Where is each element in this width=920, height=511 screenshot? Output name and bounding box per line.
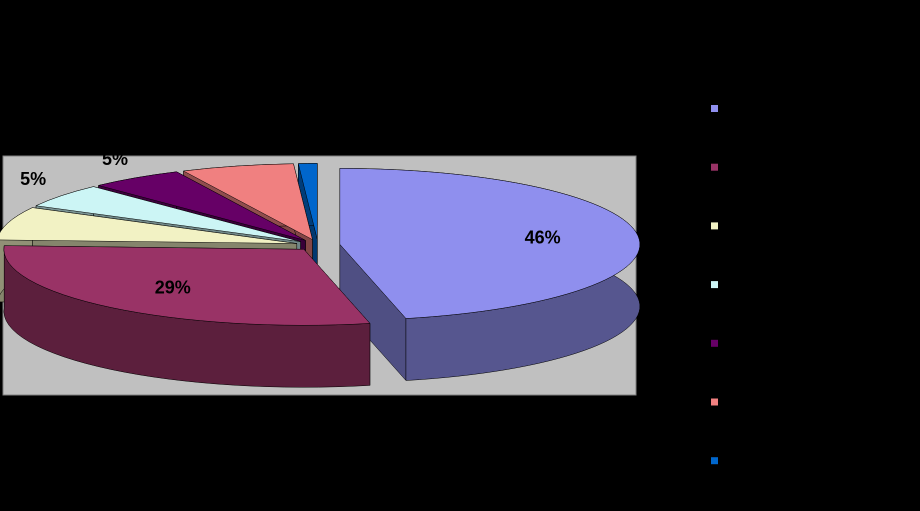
legend-marker (711, 222, 718, 230)
data-label: 1% (294, 133, 320, 153)
slice (297, 163, 318, 240)
legend-marker (711, 398, 718, 406)
data-label: 29% (155, 278, 191, 298)
slice (339, 168, 641, 319)
data-label: 5% (102, 149, 128, 169)
slice (3, 245, 371, 326)
slice (182, 163, 313, 241)
legend-marker (711, 339, 718, 347)
slice (35, 186, 301, 242)
legend-marker (711, 281, 718, 289)
legend-marker (711, 163, 718, 171)
legend (711, 105, 718, 465)
legend-marker (711, 457, 718, 465)
data-label: 5% (20, 169, 46, 189)
slice (98, 171, 306, 241)
slice (339, 168, 641, 382)
slice (0, 207, 297, 244)
data-label: 6% (215, 136, 241, 156)
legend-marker (711, 105, 718, 112)
pie: 46%29%7%5%5%6%1% (0, 133, 641, 388)
slice (3, 245, 371, 388)
data-label: 46% (525, 227, 561, 247)
